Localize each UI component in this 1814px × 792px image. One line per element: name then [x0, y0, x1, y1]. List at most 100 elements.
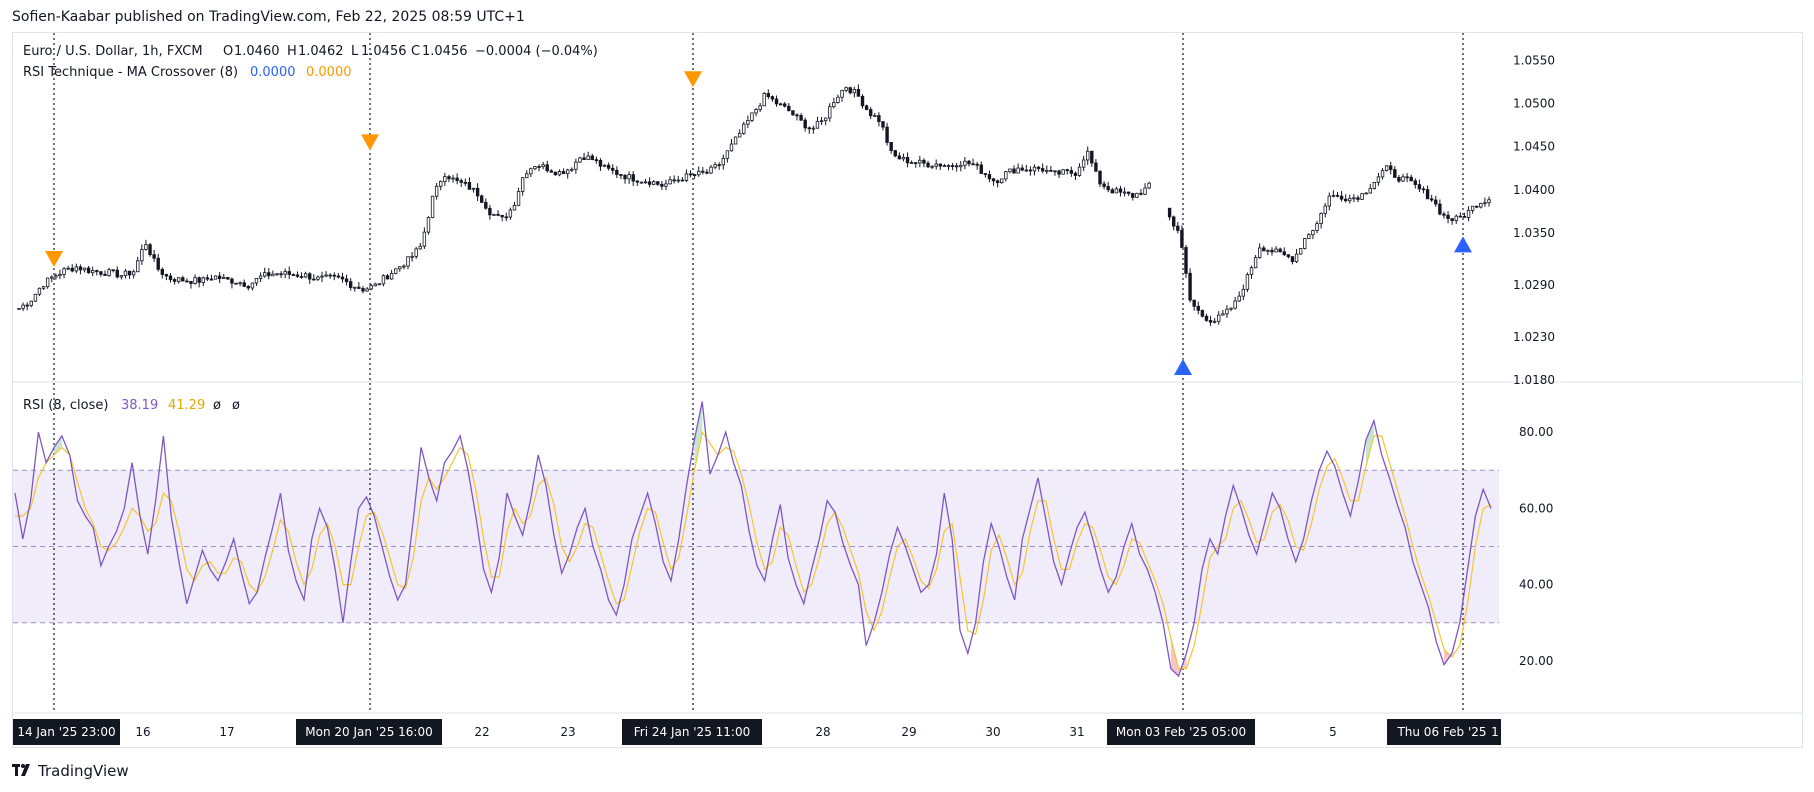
candle[interactable] — [164, 273, 169, 281]
candle[interactable] — [373, 282, 377, 287]
candle[interactable] — [1475, 205, 1479, 209]
candle[interactable] — [1454, 214, 1458, 224]
candle[interactable] — [930, 165, 934, 170]
candle[interactable] — [1032, 164, 1037, 176]
candle[interactable] — [279, 271, 283, 279]
candle[interactable] — [1462, 212, 1467, 218]
candle[interactable] — [1348, 194, 1352, 204]
candle[interactable] — [1458, 212, 1463, 218]
candle[interactable] — [672, 175, 676, 184]
candle[interactable] — [971, 158, 975, 166]
candle[interactable] — [889, 142, 893, 154]
candle[interactable] — [623, 173, 627, 184]
candle[interactable] — [1270, 247, 1274, 256]
candle[interactable] — [1372, 181, 1377, 190]
candle[interactable] — [484, 198, 488, 210]
candle[interactable] — [893, 149, 897, 158]
candle[interactable] — [181, 275, 185, 282]
candle[interactable] — [516, 187, 521, 207]
candle[interactable] — [1434, 195, 1438, 207]
candle[interactable] — [881, 121, 885, 131]
candle[interactable] — [271, 270, 275, 277]
candle[interactable] — [635, 180, 640, 187]
candle[interactable] — [201, 276, 205, 287]
candle[interactable] — [856, 84, 861, 97]
candle[interactable] — [541, 161, 545, 170]
candle[interactable] — [750, 112, 754, 123]
candle[interactable] — [1262, 245, 1266, 252]
candle[interactable] — [37, 287, 42, 296]
candle[interactable] — [1102, 181, 1106, 190]
candle[interactable] — [922, 158, 926, 168]
candle[interactable] — [336, 273, 341, 279]
candle[interactable] — [557, 169, 562, 177]
candle[interactable] — [217, 272, 222, 284]
candle[interactable] — [619, 173, 623, 180]
candle[interactable] — [901, 153, 906, 162]
candle[interactable] — [1069, 166, 1074, 177]
candle[interactable] — [1118, 185, 1123, 197]
candle[interactable] — [103, 270, 107, 276]
candle[interactable] — [258, 272, 263, 283]
candle[interactable] — [885, 122, 889, 146]
price-axis[interactable]: 1.0550 1.0500 1.0450 1.0400 1.0350 1.0290 1.02… — [1513, 53, 1555, 387]
candle[interactable] — [222, 273, 226, 280]
candle[interactable] — [209, 274, 214, 281]
sell-signal-marker[interactable] — [45, 251, 63, 268]
candle[interactable] — [471, 187, 476, 193]
candle[interactable] — [688, 170, 693, 178]
candle[interactable] — [946, 164, 951, 171]
candle[interactable] — [742, 121, 746, 135]
candle[interactable] — [864, 104, 869, 111]
candle[interactable] — [1241, 284, 1246, 301]
candle[interactable] — [148, 243, 152, 257]
candle[interactable] — [500, 214, 504, 222]
candle[interactable] — [1098, 170, 1102, 187]
candle[interactable] — [1040, 163, 1045, 174]
candle[interactable] — [561, 168, 566, 175]
candle[interactable] — [1290, 255, 1295, 265]
candle[interactable] — [1413, 178, 1417, 189]
candle[interactable] — [459, 178, 463, 187]
candle[interactable] — [127, 270, 132, 279]
candle[interactable] — [1442, 211, 1446, 219]
candle[interactable] — [1401, 173, 1405, 183]
candle[interactable] — [1253, 254, 1258, 269]
candle[interactable] — [1303, 237, 1307, 250]
candle[interactable] — [1229, 307, 1233, 312]
candle[interactable] — [1294, 249, 1299, 264]
candle[interactable] — [439, 180, 443, 191]
candle[interactable] — [897, 152, 902, 160]
candle[interactable] — [1020, 164, 1024, 172]
candle[interactable] — [586, 151, 590, 161]
candle[interactable] — [394, 268, 398, 275]
candle[interactable] — [995, 179, 1000, 188]
candle[interactable] — [799, 113, 803, 122]
candle[interactable] — [721, 154, 725, 170]
candle[interactable] — [1425, 185, 1430, 200]
candle[interactable] — [316, 275, 320, 281]
candle[interactable] — [29, 300, 33, 308]
candle[interactable] — [1196, 301, 1200, 315]
candle[interactable] — [598, 158, 603, 171]
candle[interactable] — [1237, 291, 1241, 303]
candle[interactable] — [41, 286, 46, 290]
candle[interactable] — [193, 274, 197, 285]
candle[interactable] — [54, 273, 58, 280]
candle[interactable] — [1360, 193, 1364, 200]
candle[interactable] — [1364, 192, 1368, 195]
candle[interactable] — [82, 267, 87, 273]
candle[interactable] — [938, 163, 943, 170]
candle[interactable] — [95, 269, 99, 276]
candle[interactable] — [615, 166, 619, 179]
candle[interactable] — [676, 175, 680, 184]
candle[interactable] — [533, 165, 537, 171]
candle[interactable] — [357, 282, 361, 290]
candle[interactable] — [1327, 192, 1332, 211]
candle[interactable] — [1417, 179, 1422, 193]
candle[interactable] — [1343, 194, 1348, 203]
candle[interactable] — [651, 180, 656, 186]
candle[interactable] — [1221, 309, 1225, 316]
candle[interactable] — [578, 156, 582, 163]
candle[interactable] — [840, 89, 844, 102]
